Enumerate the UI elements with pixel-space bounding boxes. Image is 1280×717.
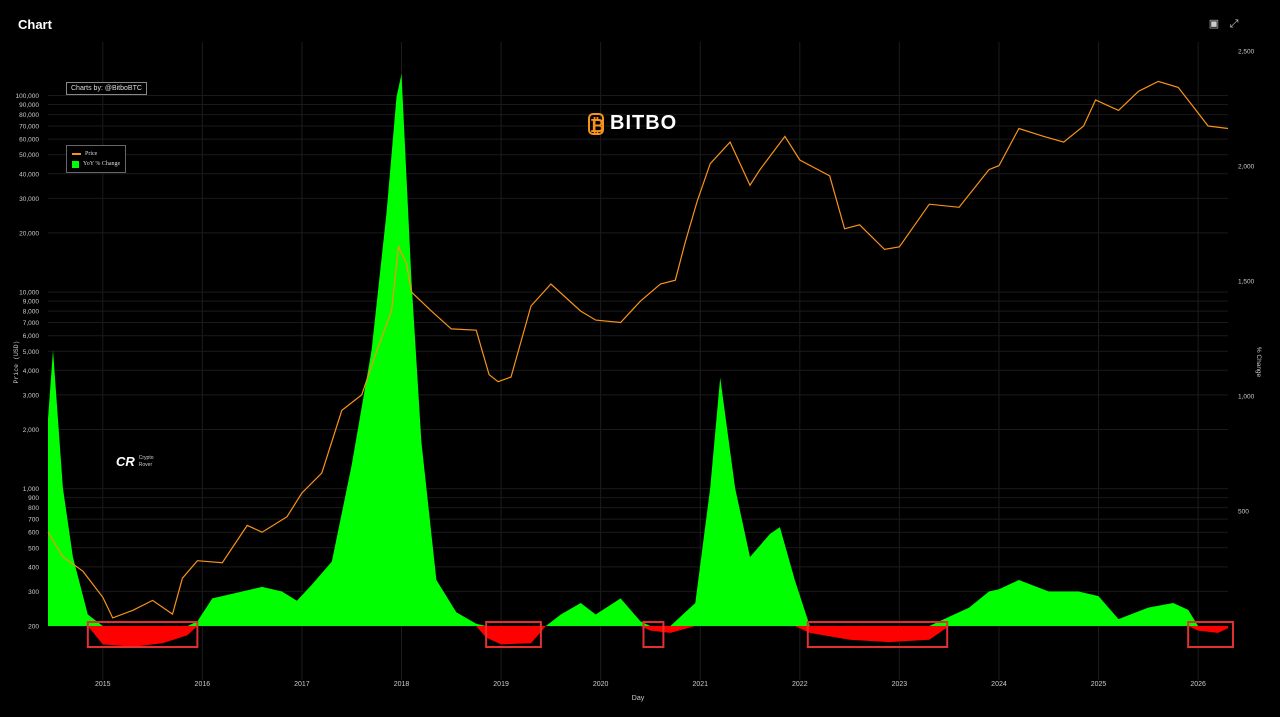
- x-tick-label: 2020: [593, 681, 609, 688]
- chart-credit: Charts by: @BitboBTC: [66, 82, 147, 95]
- y-left-tick-label: 8,000: [23, 309, 40, 316]
- y-left-tick-label: 7,000: [23, 320, 40, 327]
- bear-market-highlight-box: [86, 621, 199, 648]
- y-right-tick-label: 2,500: [1238, 49, 1255, 56]
- y-left-tick-label: 200: [28, 624, 39, 631]
- y-right-axis-title: % Change: [1255, 347, 1262, 378]
- x-tick-label: 2015: [95, 681, 111, 688]
- bear-market-highlight-box: [1187, 621, 1234, 648]
- legend: Price YoY % Change: [66, 145, 127, 173]
- bitbo-watermark: ₿ BITBO: [588, 112, 678, 136]
- y-left-tick-label: 80,000: [19, 112, 39, 119]
- y-left-tick-label: 600: [28, 530, 39, 537]
- legend-label-price: Price: [85, 151, 98, 157]
- bitbo-wordmark: BITBO: [610, 112, 678, 134]
- y-left-tick-label: 40,000: [19, 171, 39, 178]
- fullscreen-icon[interactable]: ⤢: [1229, 18, 1239, 30]
- x-tick-label: 2024: [991, 681, 1007, 688]
- y-left-tick-label: 3,000: [23, 392, 40, 399]
- y-left-tick-label: 300: [28, 589, 39, 596]
- legend-item-price[interactable]: Price: [72, 149, 120, 159]
- legend-swatch-price: [72, 153, 81, 155]
- x-tick-label: 2023: [892, 681, 908, 688]
- y-left-tick-label: 50,000: [19, 152, 39, 159]
- y-right-tick-label: 1,000: [1238, 394, 1255, 401]
- yoy-negative-area: [48, 626, 1228, 647]
- y-left-axis-title: Price (USD): [13, 341, 20, 384]
- chart-toolbar: ▣ ⤢: [1208, 18, 1240, 30]
- y-left-tick-label: 20,000: [19, 230, 39, 237]
- x-tick-label: 2022: [792, 681, 808, 688]
- y-left-tick-label: 10,000: [19, 290, 39, 297]
- legend-item-yoy[interactable]: YoY % Change: [72, 159, 120, 169]
- y-right-tick-label: 500: [1238, 509, 1249, 516]
- y-left-tick-label: 6,000: [23, 333, 40, 340]
- y-right-tick-label: 1,500: [1238, 279, 1255, 286]
- x-tick-label: 2025: [1091, 681, 1107, 688]
- crypto-rover-text: Crypto Rover: [138, 454, 154, 468]
- y-left-tick-label: 30,000: [19, 196, 39, 203]
- x-tick-label: 2019: [493, 681, 509, 688]
- y-left-tick-label: 400: [28, 564, 39, 571]
- y-left-tick-label: 60,000: [19, 137, 39, 144]
- crypto-rover-icon: CR: [116, 454, 135, 469]
- x-tick-label: 2021: [692, 681, 708, 688]
- y-left-tick-label: 2,000: [23, 427, 40, 434]
- bear-market-highlight-box: [806, 621, 949, 648]
- bitbo-logo-icon: ₿: [588, 112, 605, 136]
- y-right-tick-label: 2,000: [1238, 164, 1255, 171]
- x-tick-label: 2016: [195, 681, 211, 688]
- y-left-tick-label: 900: [28, 495, 39, 502]
- y-left-tick-label: 700: [28, 517, 39, 524]
- x-tick-label: 2026: [1190, 681, 1206, 688]
- y-left-tick-label: 500: [28, 545, 39, 552]
- y-left-tick-label: 9,000: [23, 299, 40, 306]
- y-left-tick-label: 70,000: [19, 124, 39, 131]
- x-tick-label: 2018: [394, 681, 410, 688]
- bear-market-highlight-box: [642, 621, 665, 648]
- camera-icon[interactable]: ▣: [1208, 18, 1220, 30]
- legend-label-yoy: YoY % Change: [83, 161, 121, 167]
- x-axis-title: Day: [632, 695, 645, 702]
- y-left-tick-label: 800: [28, 505, 39, 512]
- y-left-tick-label: 5,000: [23, 349, 40, 356]
- y-left-tick-label: 4,000: [23, 368, 40, 375]
- price-line: [47, 80, 1229, 619]
- y-left-tick-label: 90,000: [19, 102, 39, 109]
- page-title: Chart: [18, 17, 52, 32]
- y-left-tick-label: 1,000: [23, 486, 40, 493]
- x-tick-label: 2017: [294, 681, 310, 688]
- y-left-tick-label: 100,000: [16, 93, 40, 100]
- yoy-positive-area: [48, 74, 1228, 626]
- bear-market-highlight-box: [485, 621, 542, 648]
- legend-swatch-yoy: [72, 160, 79, 168]
- crypto-rover-logo: CR Crypto Rover: [116, 454, 163, 469]
